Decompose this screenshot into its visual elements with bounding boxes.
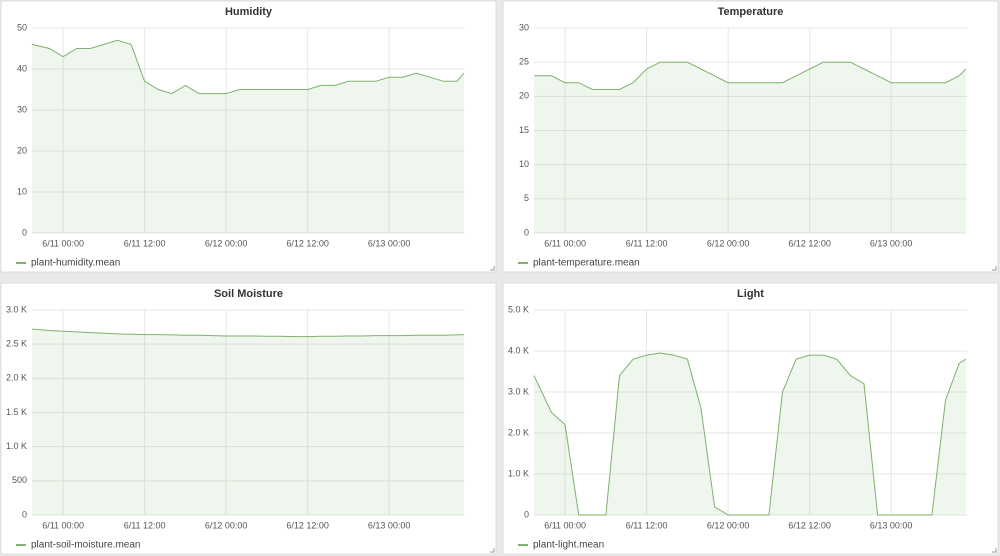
y-tick-label: 0 bbox=[524, 227, 529, 237]
area bbox=[32, 329, 464, 515]
x-tick-label: 6/12 00:00 bbox=[707, 520, 750, 530]
panel-background bbox=[0, 282, 497, 555]
x-tick-label: 6/13 00:00 bbox=[870, 238, 913, 248]
y-tick-label: 3.0 K bbox=[6, 304, 27, 314]
x-tick-label: 6/11 00:00 bbox=[544, 520, 586, 530]
line bbox=[31, 39, 465, 95]
resize-handle bbox=[992, 266, 997, 271]
legend-label: plant-light.mean bbox=[533, 540, 604, 551]
panel-title: Humidity bbox=[225, 6, 273, 18]
y-tick-label: 5.0 K bbox=[508, 304, 529, 314]
y-tick-label: 2.0 K bbox=[508, 427, 529, 437]
y-tick-label: 1.5 K bbox=[6, 407, 27, 417]
panel-background bbox=[0, 0, 497, 273]
legend-label: plant-humidity.mean bbox=[31, 258, 120, 269]
resize-handle bbox=[992, 548, 997, 553]
x-tick-label: 6/13 00:00 bbox=[368, 238, 411, 248]
x-tick-label: 6/12 00:00 bbox=[205, 238, 248, 248]
x-tick-label: 6/12 12:00 bbox=[788, 238, 831, 248]
y-tick-label: 0 bbox=[524, 509, 529, 519]
y-tick-label: 40 bbox=[17, 63, 27, 73]
y-tick-label: 1.0 K bbox=[6, 441, 27, 451]
x-tick-label: 6/12 12:00 bbox=[286, 520, 329, 530]
y-tick-label: 2.0 K bbox=[6, 373, 27, 383]
y-tick-label: 5 bbox=[524, 193, 529, 203]
area bbox=[534, 62, 966, 234]
line bbox=[534, 61, 967, 90]
y-tick-label: 1.0 K bbox=[508, 468, 529, 478]
y-tick-label: 2.5 K bbox=[6, 339, 27, 349]
x-tick-label: 6/12 12:00 bbox=[788, 520, 831, 530]
y-tick-label: 3.0 K bbox=[508, 386, 529, 396]
x-tick-label: 6/11 12:00 bbox=[124, 238, 166, 248]
resize-handle bbox=[490, 266, 495, 271]
legend-label: plant-temperature.mean bbox=[533, 258, 640, 269]
y-tick-label: 30 bbox=[519, 22, 529, 32]
y-tick-label: 20 bbox=[519, 91, 529, 101]
panel-title: Light bbox=[737, 288, 764, 300]
y-tick-label: 0 bbox=[22, 227, 27, 237]
y-tick-label: 30 bbox=[17, 104, 27, 114]
legend-label: plant-soil-moisture.mean bbox=[31, 540, 141, 551]
panel: Temperature 0 5 10 15 20 25 30 6/11 00:00 6/11 12… bbox=[502, 0, 999, 273]
y-tick-label: 25 bbox=[519, 57, 529, 67]
area bbox=[32, 40, 464, 233]
x-tick-label: 6/12 12:00 bbox=[286, 238, 329, 248]
x-tick-label: 6/11 12:00 bbox=[626, 520, 668, 530]
y-tick-label: 0 bbox=[22, 509, 27, 519]
y-tick-label: 20 bbox=[17, 145, 27, 155]
y-tick-label: 50 bbox=[17, 22, 27, 32]
panel: Soil Moisture 0 500 1.0 K 1.5 K 2.0 K 2.5 K 3.0… bbox=[0, 282, 497, 555]
panel: Light 0 1.0 K 2.0 K 3.0 K 4.0 K 5.0 K 6/11 00:0… bbox=[502, 282, 999, 555]
x-tick-label: 6/11 00:00 bbox=[42, 520, 84, 530]
panel-background bbox=[502, 0, 999, 273]
y-tick-label: 15 bbox=[519, 125, 529, 135]
x-tick-label: 6/11 12:00 bbox=[124, 520, 166, 530]
x-tick-label: 6/11 00:00 bbox=[42, 238, 84, 248]
x-tick-label: 6/13 00:00 bbox=[368, 520, 411, 530]
panel-title: Temperature bbox=[718, 6, 784, 18]
resize-handle bbox=[490, 548, 495, 553]
area bbox=[534, 353, 966, 515]
y-tick-label: 10 bbox=[519, 159, 529, 169]
x-tick-label: 6/11 12:00 bbox=[626, 238, 668, 248]
x-tick-label: 6/12 00:00 bbox=[205, 520, 248, 530]
x-tick-label: 6/12 00:00 bbox=[707, 238, 750, 248]
panel: Humidity 0 10 20 30 40 50 6/11 00:00 6/11 12:00 6… bbox=[0, 0, 497, 273]
panel-background bbox=[502, 282, 999, 555]
x-tick-label: 6/13 00:00 bbox=[870, 520, 913, 530]
y-tick-label: 500 bbox=[12, 475, 27, 485]
x-tick-label: 6/11 00:00 bbox=[544, 238, 586, 248]
y-tick-label: 10 bbox=[17, 186, 27, 196]
line bbox=[533, 352, 967, 516]
line bbox=[31, 328, 464, 338]
y-tick-label: 4.0 K bbox=[508, 345, 529, 355]
panel-title: Soil Moisture bbox=[214, 288, 283, 300]
